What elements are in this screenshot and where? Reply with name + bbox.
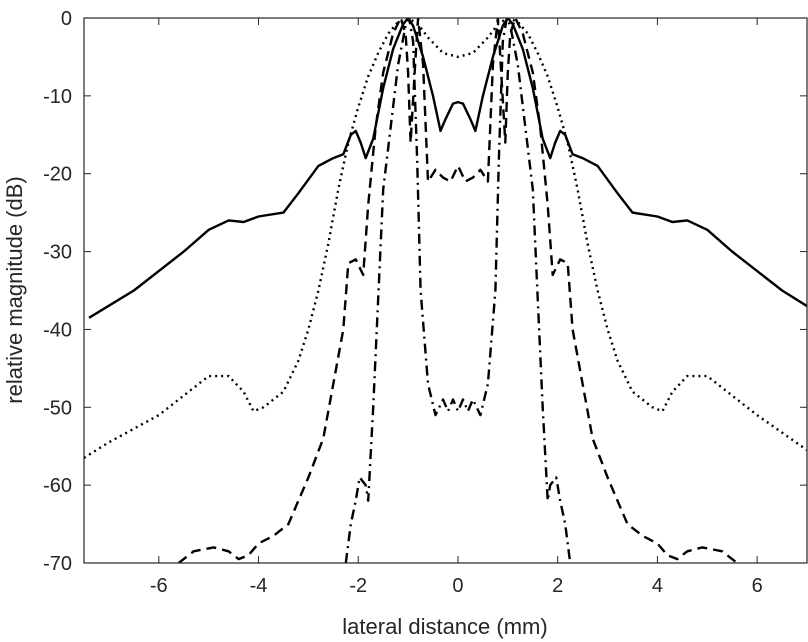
x-tick-label: 2	[552, 575, 563, 597]
plot-lines	[84, 18, 807, 563]
x-tick-label: 4	[652, 575, 663, 597]
y-tick-label: -40	[43, 319, 72, 341]
x-tick-label: -4	[250, 575, 268, 597]
x-axis-label: lateral distance (mm)	[342, 614, 547, 639]
y-tick-label: 0	[61, 8, 72, 30]
y-tick-label: -70	[43, 553, 72, 575]
y-tick-label: -60	[43, 475, 72, 497]
x-tick-label: 0	[452, 575, 463, 597]
y-tick-label: -50	[43, 397, 72, 419]
y-tick-label: -30	[43, 242, 72, 264]
series-line-solid	[88, 18, 807, 319]
x-tick-label: -6	[150, 575, 168, 597]
x-tick-label: 6	[752, 575, 763, 597]
x-axis: -6 -4 -2 0 2 4 6	[150, 18, 763, 597]
series-line-dashdot	[344, 18, 572, 563]
y-tick-label: -20	[43, 164, 72, 186]
series-line-dotted	[84, 18, 807, 459]
y-axis: 0 -10 -20 -30 -40 -50 -60 -70	[43, 8, 807, 575]
y-axis-label: relative magnitude (dB)	[2, 176, 27, 403]
plot-frame	[83, 17, 808, 564]
x-tick-label: -2	[349, 575, 367, 597]
series-line-dashed	[177, 18, 738, 563]
y-tick-label: -10	[43, 86, 72, 108]
